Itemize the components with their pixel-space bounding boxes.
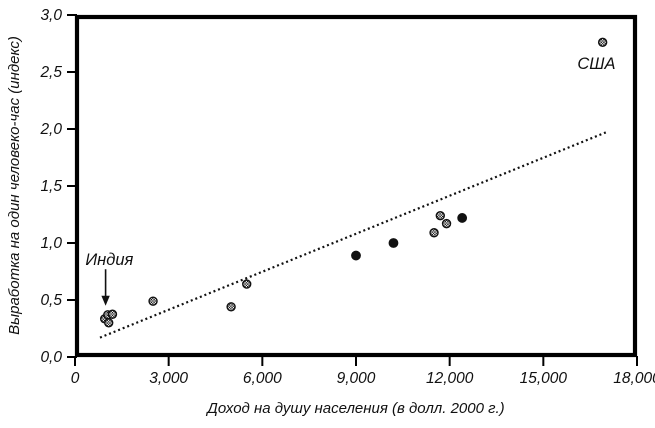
x-tick-label: 18,000 (613, 370, 655, 387)
x-tick-label: 12,000 (426, 370, 474, 387)
y-tick-label: 3,0 (40, 7, 62, 24)
trendline (99, 131, 607, 339)
annotation-label: США (577, 55, 615, 73)
data-point-hatched (429, 228, 439, 238)
data-point-hatched (597, 37, 608, 48)
y-tick-label: 2,5 (39, 64, 62, 81)
data-point-hatched (148, 296, 158, 306)
annotation-arrow-head (101, 295, 110, 306)
data-point-solid (457, 213, 468, 223)
data-point-hatched (242, 279, 252, 289)
x-tick-label: 15,000 (520, 370, 568, 387)
data-point-hatched (441, 218, 452, 229)
data-point-hatched (226, 302, 236, 312)
y-tick-label: 0,5 (40, 292, 62, 309)
x-tick-label: 0 (71, 370, 80, 387)
data-point-solid (351, 250, 361, 261)
x-tick-label: 6,000 (243, 370, 282, 387)
chart-frame (74, 14, 638, 358)
x-tick-label: 9,000 (337, 370, 376, 387)
y-tick-label: 0,0 (40, 349, 62, 366)
data-point-hatched (104, 318, 114, 328)
data-point-solid (388, 238, 399, 248)
annotation-label: Индия (85, 251, 133, 269)
x-axis-title: Доход на душу населения (в долл. 2000 г.… (207, 400, 505, 417)
y-axis-title: Выработка на один человеко-час (индекс) (6, 36, 23, 335)
y-tick-label: 1,5 (40, 178, 62, 195)
data-point-hatched (107, 309, 118, 319)
y-tick-label: 2,0 (39, 121, 62, 138)
data-point-hatched (435, 210, 445, 221)
x-tick-label: 3,000 (149, 370, 188, 387)
y-tick-label: 1,0 (40, 235, 62, 252)
